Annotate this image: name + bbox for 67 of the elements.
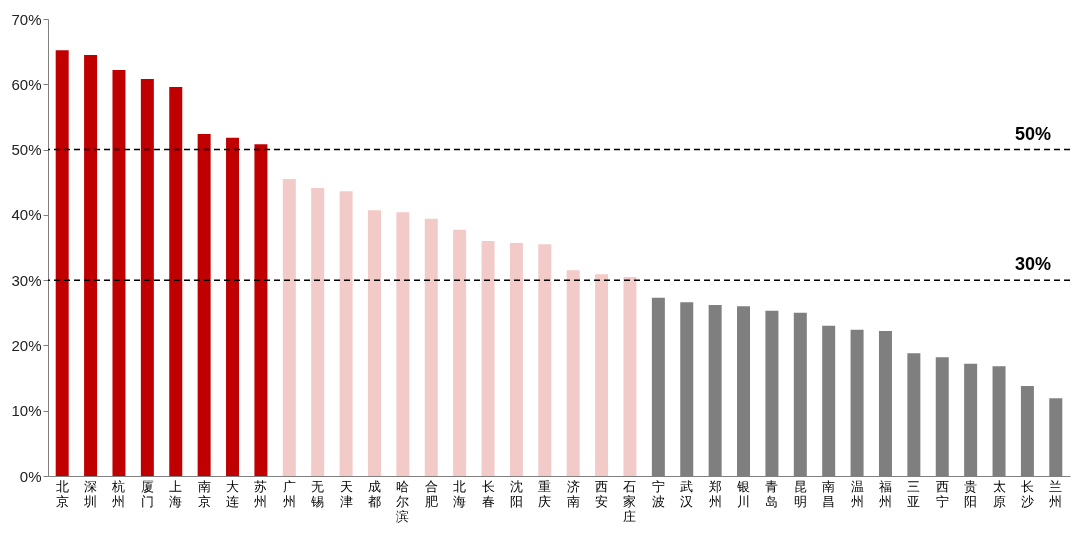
bar bbox=[453, 229, 467, 476]
y-tick-label: 50% bbox=[11, 141, 42, 159]
x-tick-label: 西宁 bbox=[935, 478, 949, 509]
x-tick-label: 南昌 bbox=[822, 478, 836, 509]
bar bbox=[84, 54, 98, 476]
x-tick-label: 昆明 bbox=[793, 478, 807, 509]
y-tick-label: 20% bbox=[11, 336, 42, 354]
x-tick-label: 苏州 bbox=[254, 478, 268, 509]
x-tick-label: 青岛 bbox=[765, 478, 779, 509]
x-tick-label: 兰州 bbox=[1049, 478, 1063, 509]
bar bbox=[424, 218, 438, 476]
bar bbox=[282, 178, 296, 476]
bar bbox=[112, 69, 126, 476]
ref-line-label: 30% bbox=[1014, 254, 1052, 275]
x-tick-label: 沈阳 bbox=[509, 478, 523, 509]
bar bbox=[226, 137, 240, 476]
bar bbox=[169, 86, 183, 476]
x-tick-label: 大连 bbox=[226, 478, 240, 509]
bar bbox=[254, 144, 268, 476]
x-tick-label: 南京 bbox=[197, 478, 211, 509]
y-tick-label: 70% bbox=[11, 10, 42, 28]
ref-line-label: 50% bbox=[1014, 123, 1052, 144]
x-tick-label: 宁波 bbox=[651, 478, 665, 509]
x-tick-label: 天津 bbox=[339, 478, 353, 509]
x-tick-label: 长沙 bbox=[1020, 478, 1034, 509]
x-tick-label: 成都 bbox=[367, 478, 381, 509]
x-tick-label: 广州 bbox=[282, 478, 296, 509]
bar bbox=[566, 270, 580, 476]
bar bbox=[197, 133, 211, 476]
x-tick-label: 厦门 bbox=[140, 478, 154, 509]
x-tick-label: 合肥 bbox=[424, 478, 438, 509]
bar bbox=[396, 212, 410, 476]
y-tick-label: 0% bbox=[19, 467, 42, 485]
x-tick-label: 石家庄 bbox=[623, 478, 637, 524]
bar bbox=[311, 188, 325, 476]
y-tick-label: 40% bbox=[11, 206, 42, 224]
x-tick-label: 北京 bbox=[55, 478, 69, 509]
x-tick-label: 济南 bbox=[566, 478, 580, 509]
bar bbox=[367, 210, 381, 476]
x-tick-label: 郑州 bbox=[708, 478, 722, 509]
x-tick-label: 上海 bbox=[169, 478, 183, 509]
bar bbox=[623, 276, 637, 476]
x-tick-label: 深圳 bbox=[83, 478, 98, 509]
bar bbox=[538, 244, 552, 476]
bar bbox=[55, 50, 69, 476]
bar bbox=[140, 79, 154, 476]
y-tick-label: 10% bbox=[11, 402, 42, 420]
bar bbox=[595, 274, 609, 476]
x-tick-label: 贵阳 bbox=[964, 478, 978, 509]
x-tick-label: 温州 bbox=[850, 478, 864, 509]
x-tick-label: 哈尔滨 bbox=[396, 478, 410, 524]
bar bbox=[339, 191, 353, 476]
x-tick-label: 福州 bbox=[878, 478, 892, 509]
x-tick-label: 西安 bbox=[595, 478, 609, 509]
x-tick-label: 长春 bbox=[481, 478, 495, 509]
bar bbox=[481, 240, 495, 476]
x-tick-label: 重庆 bbox=[538, 478, 552, 509]
y-tick-label: 30% bbox=[11, 271, 42, 289]
x-tick-label: 银川 bbox=[736, 478, 751, 509]
x-tick-label: 北海 bbox=[453, 478, 467, 509]
x-tick-label: 太原 bbox=[992, 478, 1006, 509]
x-tick-label: 三亚 bbox=[907, 478, 921, 509]
y-tick-label: 60% bbox=[11, 75, 42, 93]
x-tick-label: 无锡 bbox=[310, 478, 325, 509]
x-tick-label: 杭州 bbox=[111, 478, 126, 509]
x-tick-label: 武汉 bbox=[680, 478, 694, 509]
bar bbox=[509, 242, 523, 476]
